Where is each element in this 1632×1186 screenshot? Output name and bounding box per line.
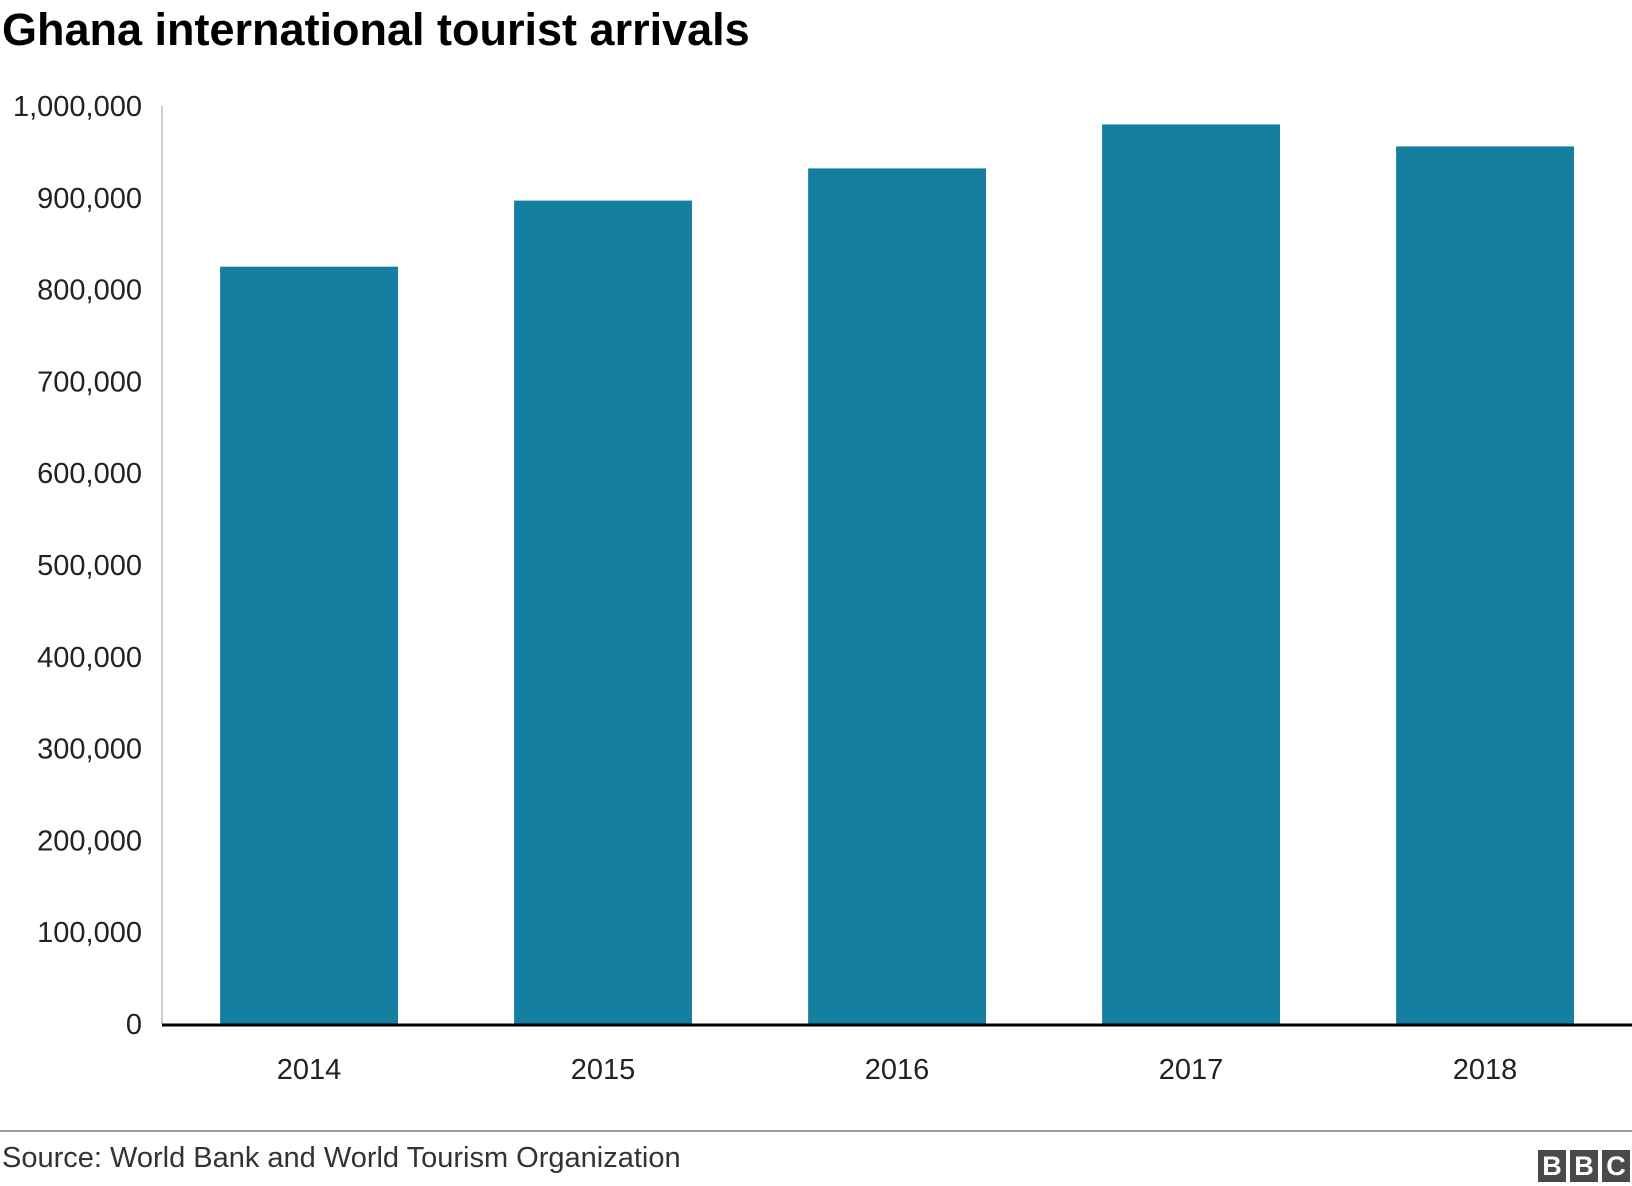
bbc-logo-letter-b1: B	[1538, 1150, 1566, 1182]
y-tick-label: 700,000	[37, 366, 142, 398]
bbc-logo: B B C	[1538, 1150, 1630, 1182]
y-tick-label: 400,000	[37, 642, 142, 674]
y-tick-label: 800,000	[37, 275, 142, 307]
source-note: Source: World Bank and World Tourism Org…	[2, 1142, 681, 1174]
y-tick-labels: 0 100,000 200,000 300,000 400,000 500,000 600,…	[13, 91, 142, 1041]
y-tick-label: 600,000	[37, 458, 142, 490]
bbc-logo-letter-b2: B	[1570, 1150, 1598, 1182]
x-tick-label: 2017	[1159, 1054, 1224, 1086]
x-tick-label: 2016	[865, 1054, 930, 1086]
bars-group	[220, 124, 1574, 1025]
x-tick-label: 2018	[1453, 1054, 1518, 1086]
bar-2014	[220, 266, 398, 1024]
x-tick-label: 2015	[571, 1054, 636, 1086]
y-tick-label: 500,000	[37, 550, 142, 582]
y-tick-label: 1,000,000	[13, 91, 142, 123]
y-tick-label: 100,000	[37, 917, 142, 949]
y-tick-label: 900,000	[37, 183, 142, 215]
y-tick-label: 300,000	[37, 734, 142, 766]
y-tick-label: 0	[126, 1009, 142, 1041]
bar-2018	[1396, 146, 1574, 1024]
bar-2016	[808, 168, 986, 1024]
bar-2015	[514, 200, 692, 1025]
y-tick-label: 200,000	[37, 825, 142, 857]
chart-title: Ghana international tourist arrivals	[2, 4, 750, 55]
x-tick-labels: 2014 2015 2016 2017 2018	[277, 1054, 1518, 1086]
x-tick-label: 2014	[277, 1054, 342, 1086]
footer-divider	[0, 1130, 1632, 1132]
bar-2017	[1102, 124, 1280, 1024]
bbc-logo-letter-c: C	[1602, 1150, 1630, 1182]
